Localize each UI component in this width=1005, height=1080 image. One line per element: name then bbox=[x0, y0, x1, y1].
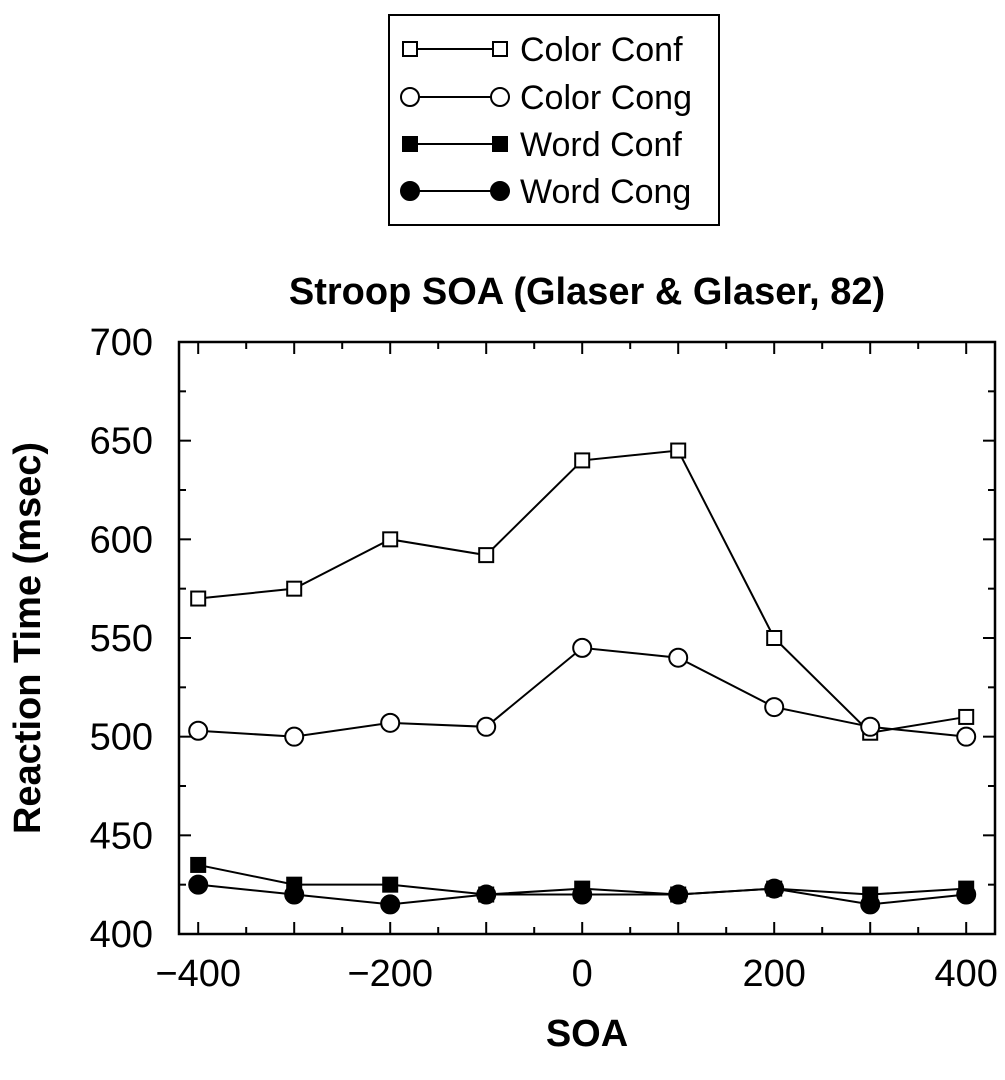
data-point-word-cong bbox=[284, 884, 305, 905]
axis-tick-labels: −400 −200 0 200 400 400 450 500 550 600 650 700 bbox=[90, 322, 998, 995]
chart-title: Stroop SOA (Glaser & Glaser, 82) bbox=[289, 271, 885, 313]
y-tick-label: 500 bbox=[90, 717, 153, 759]
x-tick-label: −400 bbox=[155, 953, 241, 995]
legend-item-color-cong: Color Cong bbox=[400, 79, 692, 117]
data-point-word-conf bbox=[382, 876, 399, 893]
series-line-color-conf bbox=[198, 449, 967, 734]
series-line-color-cong bbox=[198, 646, 967, 738]
data-point-word-cong bbox=[380, 894, 401, 915]
legend-item-word-cong: Word Cong bbox=[400, 173, 691, 211]
x-axis-label: SOA bbox=[546, 1013, 628, 1055]
data-point-color-cong bbox=[860, 716, 881, 737]
series-markers bbox=[188, 442, 977, 915]
data-point-color-conf bbox=[958, 708, 975, 725]
data-point-word-conf bbox=[190, 856, 207, 873]
data-point-color-conf bbox=[766, 630, 783, 646]
legend-marker bbox=[402, 41, 418, 57]
data-point-color-cong bbox=[284, 726, 305, 747]
legend-marker bbox=[402, 136, 418, 152]
y-tick-label: 600 bbox=[90, 519, 153, 561]
plot-frame bbox=[177, 340, 997, 936]
legend-label: Word Cong bbox=[520, 173, 691, 211]
data-point-word-cong bbox=[860, 894, 881, 915]
x-tick-label: 400 bbox=[934, 953, 997, 995]
data-point-color-cong bbox=[956, 726, 977, 747]
data-point-color-cong bbox=[764, 697, 785, 718]
x-tick-label: 0 bbox=[572, 953, 593, 995]
data-point-word-cong bbox=[956, 884, 977, 905]
data-point-word-cong bbox=[188, 874, 209, 895]
legend-marker bbox=[492, 41, 508, 57]
data-point-word-cong bbox=[764, 878, 785, 899]
data-point-color-cong bbox=[380, 712, 401, 733]
x-tick-label: 200 bbox=[742, 953, 805, 995]
data-point-color-conf bbox=[286, 580, 303, 597]
data-point-color-cong bbox=[476, 716, 497, 737]
y-tick-label: 400 bbox=[90, 914, 153, 956]
legend-items: Color Conf Color Cong Word Conf Word Cong bbox=[400, 31, 692, 211]
data-point-color-conf bbox=[382, 531, 399, 548]
data-point-word-cong bbox=[668, 884, 689, 905]
data-point-color-conf bbox=[478, 547, 495, 564]
y-tick-label: 650 bbox=[90, 421, 153, 463]
data-point-color-cong bbox=[668, 647, 689, 668]
series-lines bbox=[197, 449, 967, 906]
y-tick-label: 700 bbox=[90, 322, 153, 364]
y-axis-label: Reaction Time (msec) bbox=[7, 442, 49, 834]
legend-label: Color Cong bbox=[520, 79, 692, 117]
data-point-color-conf bbox=[574, 452, 591, 469]
legend: Color Conf Color Cong Word Conf Word Cong bbox=[388, 14, 720, 226]
y-tick-label: 450 bbox=[90, 815, 153, 857]
y-tick-label: 550 bbox=[90, 618, 153, 660]
legend-marker bbox=[492, 136, 508, 152]
legend-item-word-conf: Word Conf bbox=[402, 126, 682, 164]
legend-marker bbox=[490, 181, 510, 201]
x-tick-label: −200 bbox=[347, 953, 433, 995]
legend-marker bbox=[490, 87, 510, 107]
data-point-word-cong bbox=[572, 884, 593, 905]
legend-label: Word Conf bbox=[520, 126, 682, 164]
data-point-color-cong bbox=[188, 720, 209, 741]
axis-ticks bbox=[179, 341, 995, 935]
legend-marker bbox=[400, 181, 420, 201]
data-point-word-cong bbox=[476, 884, 497, 905]
legend-marker bbox=[400, 87, 420, 107]
legend-item-color-conf: Color Conf bbox=[402, 31, 683, 69]
data-point-color-conf bbox=[670, 442, 687, 459]
legend-label: Color Conf bbox=[520, 31, 683, 69]
data-point-color-conf bbox=[190, 590, 207, 607]
data-point-color-cong bbox=[572, 637, 593, 658]
